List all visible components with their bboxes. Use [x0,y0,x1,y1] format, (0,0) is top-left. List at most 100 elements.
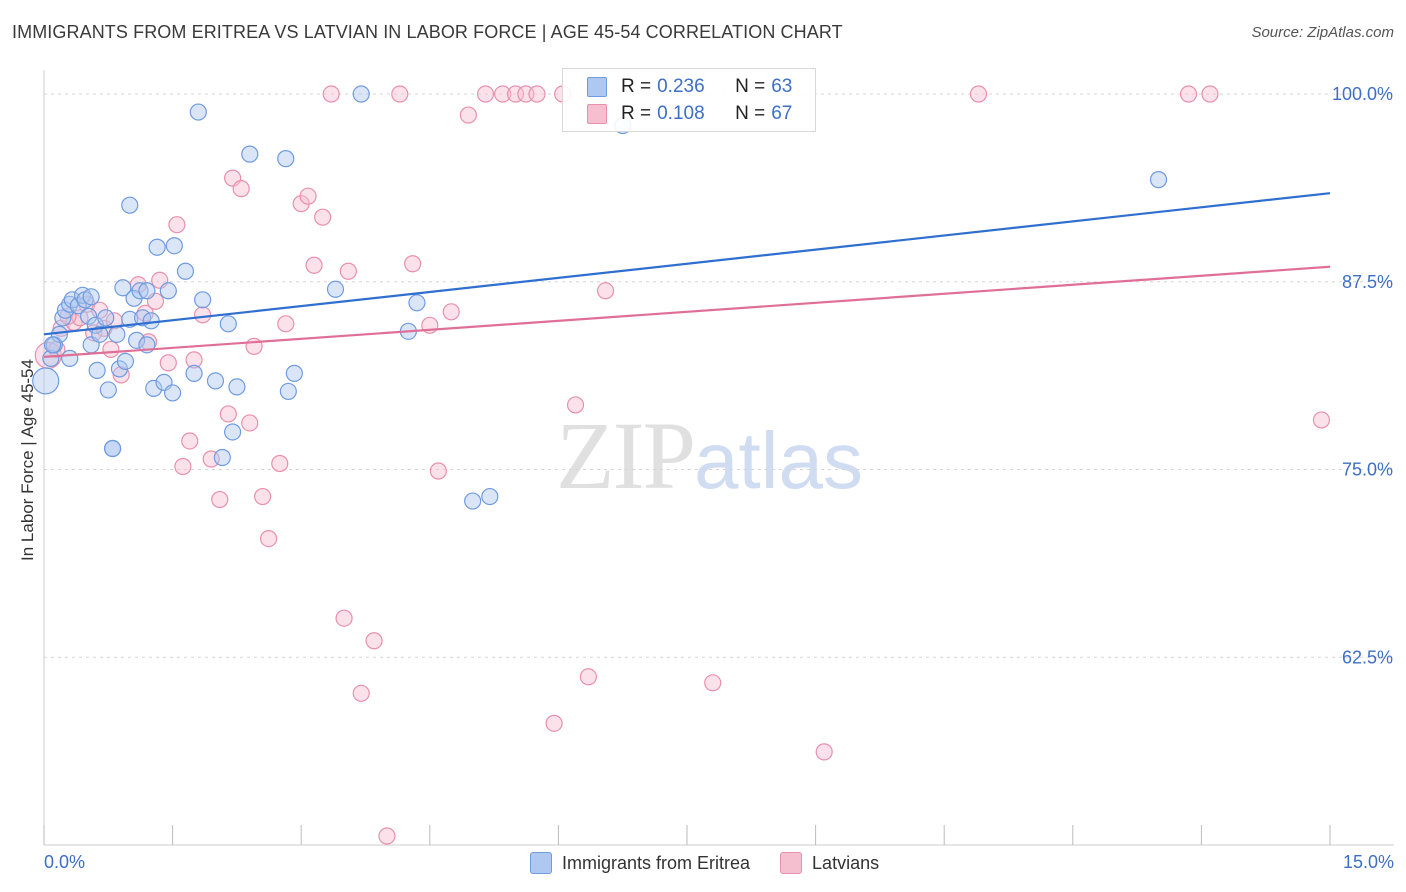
latvian-point [185,351,203,369]
latvian-point [314,208,332,226]
watermark: ZIPatlas [556,400,863,511]
latvian-point [254,487,272,506]
latvian-point [260,530,278,548]
eritrea-point [189,103,207,121]
eritrea-point [285,364,303,382]
eritrea-point [97,309,115,327]
chart-title: IMMIGRANTS FROM ERITREA VS LATVIAN IN LA… [12,22,843,42]
latvian-point [494,85,512,103]
eritrea-point [91,325,109,343]
legend-n-label: N = [735,103,766,124]
latvian-point [335,609,353,627]
latvian-point [339,262,357,280]
eritrea-point [99,381,117,399]
eritrea-point [42,349,60,367]
latvian-point [596,282,615,300]
eritrea-point [108,325,126,343]
legend-r-value-latvians: 0.108 [657,103,705,124]
eritrea-point [32,367,60,395]
eritrea-point [145,379,163,398]
latvian-point [969,85,988,103]
eritrea-point [61,349,79,367]
stats-legend: R = 0.236 N = 63 R = 0.108 N = 67 [562,68,816,132]
series-legend-swatch-eritrea [530,852,552,874]
x-axis-min-label: 0.0% [44,852,86,872]
legend-swatch-latvians [587,104,607,124]
latvian-point [545,714,563,732]
eritrea-point [185,364,203,382]
x-axis-max-label: 15.0% [1342,852,1394,872]
series-legend-label-latvians: Latvians [812,852,880,873]
latvian-point [271,454,289,473]
eritrea-point [165,237,183,255]
y-tick-label: 100.0% [1332,84,1393,104]
latvian-point [1201,85,1219,103]
latvian-point [232,180,250,198]
legend-n-label: N = [735,76,766,97]
latvian-point [429,462,447,480]
chart-source: Source: ZipAtlas.com [1251,24,1394,41]
legend-row-latvians: R = 0.108 N = 67 [587,102,792,126]
latvian-point [305,256,323,274]
latvian-point [299,187,317,205]
y-axis-label: In Labor Force | Age 45-54 [18,359,37,561]
latvian-point [168,216,186,234]
series-legend-swatch-latvians [780,852,803,874]
latvian-point [391,85,409,103]
latvian-point [112,366,130,384]
eritrea-point [481,487,499,506]
latvian-point [528,85,546,103]
latvian-point [476,85,495,103]
eritrea-point [116,352,135,370]
latvian-point [322,85,340,103]
latvian-point [181,432,199,450]
eritrea-point [408,294,426,312]
latvian-point [404,255,422,273]
legend-row-eritrea: R = 0.236 N = 63 [587,75,792,99]
eritrea-point [69,297,87,315]
y-tick-label: 87.5% [1342,272,1393,292]
latvian-point [442,303,460,321]
eritrea-point [1149,171,1168,189]
legend-r-label: R = [621,103,652,124]
latvian-point [174,457,192,476]
legend-r-label: R = [621,76,652,97]
watermark-atlas: atlas [694,416,863,505]
legend-n-value-latvians: 67 [771,103,793,124]
eritrea-point [194,291,212,309]
legend-n-value-eritrea: 63 [771,76,793,97]
latvian-point [194,306,212,324]
latvian-point [365,632,383,650]
y-tick-label: 75.0% [1342,460,1393,480]
latvian-point [102,340,120,358]
eritrea-trend-line [43,192,1331,336]
eritrea-point [138,282,156,300]
series-legend-item-latvians[interactable]: Latvians [780,852,879,874]
eritrea-point [142,312,160,330]
eritrea-point [277,150,295,168]
eritrea-point [228,378,246,396]
eritrea-point [326,280,345,298]
eritrea-point [148,238,166,256]
watermark-zip: ZIP [556,402,696,509]
eritrea-point [206,372,225,390]
eritrea-point [176,262,195,280]
eritrea-point [103,439,122,458]
eritrea-point [219,315,237,333]
latvian-point [704,674,722,692]
y-tick-label: 62.5% [1342,647,1393,667]
latvian-point [277,315,295,333]
latvian-point [352,684,370,702]
eritrea-point [121,196,139,214]
latvian-point [378,827,396,845]
series-legend-item-eritrea[interactable]: Immigrants from Eritrea [530,852,750,874]
eritrea-point [224,423,242,441]
latvian-point [241,414,259,432]
eritrea-point [241,145,259,163]
eritrea-point [88,361,106,379]
series-legend-label-eritrea: Immigrants from Eritrea [562,852,751,873]
latvian-point [1179,85,1198,103]
latvian-point [219,405,237,423]
latvian-point [1312,411,1331,429]
legend-swatch-eritrea [587,77,607,97]
